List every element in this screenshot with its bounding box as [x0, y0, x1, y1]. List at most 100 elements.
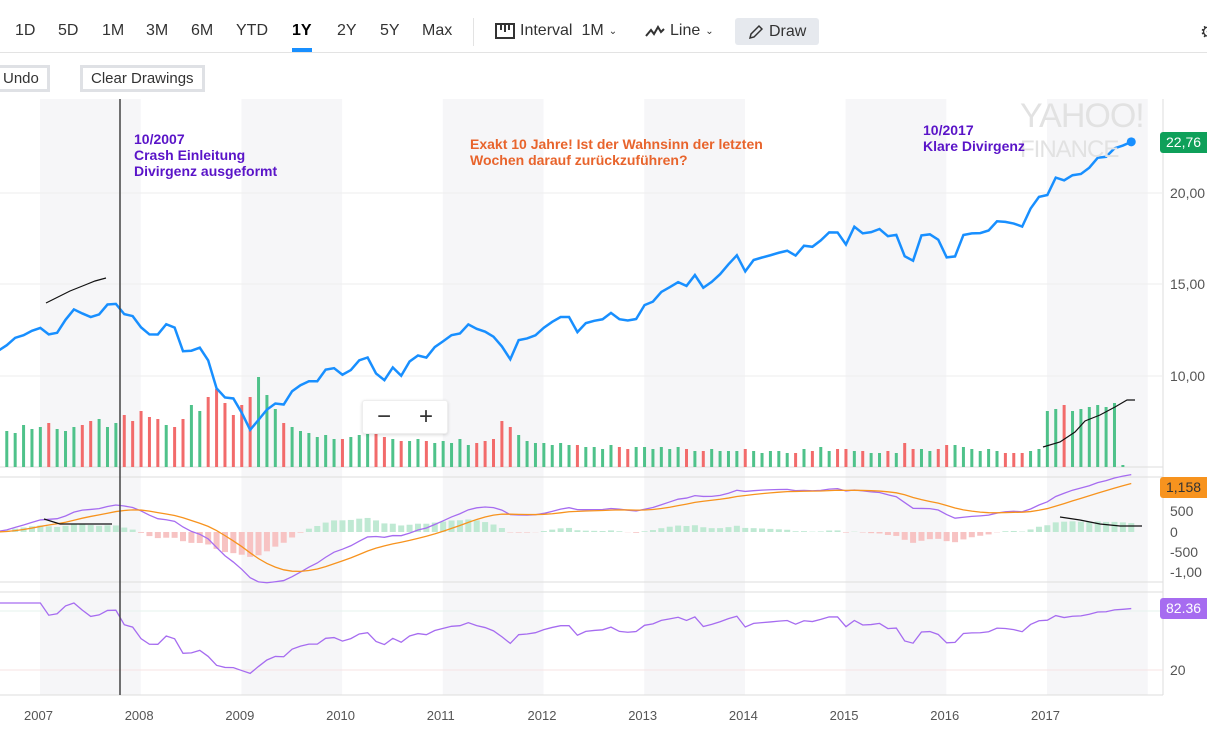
macd-histogram-bar	[692, 525, 698, 532]
annotation-line: Crash Einleitung	[134, 147, 277, 163]
volume-bar	[173, 427, 176, 467]
macd-histogram-bar	[608, 530, 614, 532]
macd-histogram-bar	[331, 520, 337, 532]
volume-bar	[274, 409, 277, 467]
volume-bar	[693, 451, 696, 467]
volume-bar	[651, 449, 654, 467]
volume-bar	[89, 421, 92, 467]
range-1y[interactable]: 1Y	[292, 22, 312, 40]
macd-histogram-bar	[793, 531, 799, 532]
volume-bar	[265, 395, 268, 467]
interval-label: Interval	[520, 22, 572, 40]
volume-bar	[895, 453, 898, 467]
price-tick: 15,00	[1170, 276, 1205, 292]
clear-drawings-button[interactable]: Clear Drawings	[80, 65, 205, 92]
interval-value: 1M	[581, 22, 603, 40]
chart-type-dropdown[interactable]: Line ⌄	[645, 22, 714, 40]
volume-bar	[458, 439, 461, 467]
annotation-question: Exakt 10 Jahre! Ist der Wahnsinn der let…	[470, 136, 763, 168]
range-1d[interactable]: 1D	[15, 22, 35, 40]
range-6m[interactable]: 6M	[191, 22, 213, 40]
macd-histogram-bar	[306, 529, 312, 532]
macd-histogram-bar	[499, 528, 505, 532]
macd-histogram-bar	[104, 525, 110, 532]
chart-type-label: Line	[670, 22, 700, 40]
macd-histogram-bar	[130, 530, 136, 532]
macd-histogram-bar	[1028, 529, 1034, 532]
settings-icon[interactable]: ⚙	[1200, 22, 1207, 43]
volume-bar	[484, 441, 487, 467]
volume-bar	[593, 447, 596, 467]
price-line	[0, 142, 1131, 430]
macd-histogram-bar	[969, 532, 975, 537]
chart-canvas[interactable]	[0, 99, 1207, 739]
macd-histogram-bar	[239, 532, 245, 555]
macd-histogram-bar	[121, 528, 127, 532]
zoom-out-button[interactable]: −	[363, 403, 405, 431]
volume-bar	[72, 427, 75, 467]
volume-bar	[509, 427, 512, 467]
volume-bar	[828, 451, 831, 467]
range-3m[interactable]: 3M	[146, 22, 168, 40]
volume-bar	[886, 451, 889, 467]
interval-dropdown[interactable]: Interval 1M ⌄	[495, 22, 617, 40]
macd-tick: -1,00	[1170, 564, 1202, 580]
volume-bar	[232, 415, 235, 467]
macd-histogram-bar	[935, 532, 941, 539]
macd-histogram-bar	[474, 520, 480, 532]
range-2y[interactable]: 2Y	[337, 22, 357, 40]
macd-histogram-bar	[835, 530, 841, 532]
volume-bar	[416, 439, 419, 467]
macd-histogram-bar	[801, 531, 807, 532]
volume-bar	[811, 451, 814, 467]
draw-label: Draw	[769, 23, 806, 41]
volume-bar	[937, 449, 940, 467]
range-5d[interactable]: 5D	[58, 22, 78, 40]
range-5y[interactable]: 5Y	[380, 22, 400, 40]
volume-bar	[391, 439, 394, 467]
volume-bar	[131, 421, 134, 467]
volume-bar	[677, 447, 680, 467]
volume-bar	[534, 443, 537, 467]
range-ytd[interactable]: YTD	[236, 22, 268, 40]
year-label: 2012	[528, 708, 557, 723]
volume-bar	[5, 431, 8, 467]
toolbar-divider	[473, 18, 474, 46]
macd-histogram-bar	[1103, 522, 1109, 532]
year-label: 2016	[930, 708, 959, 723]
zoom-controls: − +	[362, 400, 448, 434]
macd-histogram-bar	[600, 531, 606, 532]
volume-bar	[987, 449, 990, 467]
macd-histogram-bar	[784, 530, 790, 532]
draw-button[interactable]: Draw	[735, 18, 819, 45]
undo-button[interactable]: Undo	[0, 65, 50, 92]
year-label: 2015	[830, 708, 859, 723]
volume-bar	[282, 423, 285, 467]
macd-histogram-bar	[977, 532, 983, 536]
volume-bar	[970, 449, 973, 467]
volume-bar	[643, 447, 646, 467]
volume-bar	[1029, 451, 1032, 467]
macd-histogram-bar	[323, 523, 329, 532]
macd-histogram-bar	[1070, 521, 1076, 532]
macd-histogram-bar	[902, 532, 908, 540]
annotation-line: 10/2017	[923, 122, 1025, 138]
volume-bar	[702, 451, 705, 467]
macd-histogram-bar	[1111, 522, 1117, 532]
range-1m[interactable]: 1M	[102, 22, 124, 40]
volume-bar	[996, 451, 999, 467]
macd-histogram-bar	[767, 529, 773, 532]
macd-histogram-bar	[986, 532, 992, 534]
volume-bar	[752, 451, 755, 467]
range-max[interactable]: Max	[422, 22, 452, 40]
volume-bar	[64, 431, 67, 467]
macd-histogram-bar	[944, 532, 950, 541]
zoom-in-button[interactable]: +	[405, 403, 447, 431]
chart-area[interactable]: YAHOO!FINANCE 10/2007 Crash Einleitung D…	[0, 99, 1207, 739]
year-band	[1047, 99, 1148, 695]
macd-histogram-bar	[281, 532, 287, 543]
macd-histogram-bar	[138, 532, 144, 533]
macd-histogram-bar	[558, 528, 564, 532]
macd-histogram-bar	[877, 532, 883, 533]
volume-bar	[307, 433, 310, 467]
